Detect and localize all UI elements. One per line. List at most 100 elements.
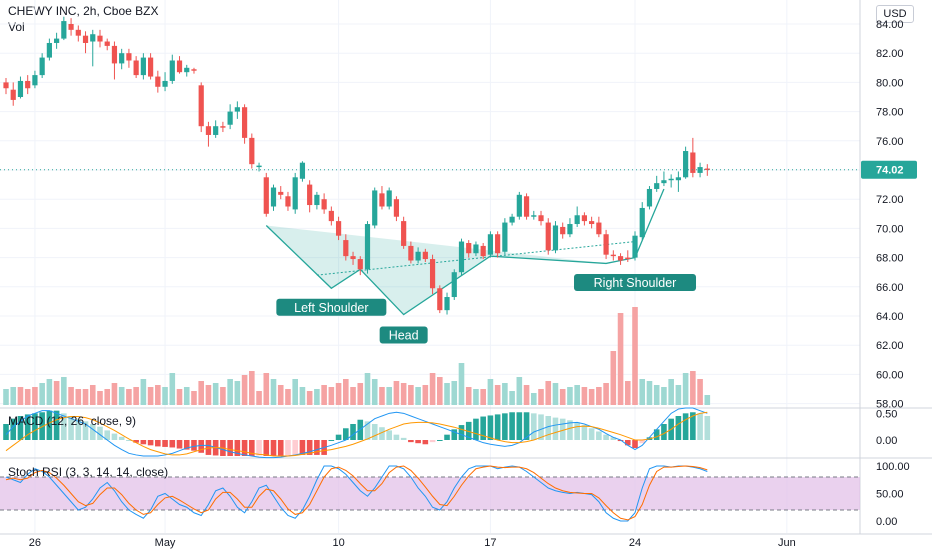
candle-body xyxy=(220,126,226,128)
last-price-label: 74.02 xyxy=(876,165,904,177)
candle-body xyxy=(589,221,595,225)
candle-body xyxy=(567,224,573,235)
volume-bar xyxy=(480,389,486,405)
candle-body xyxy=(54,38,60,43)
volume-bar xyxy=(545,381,552,405)
candle-body xyxy=(357,259,363,270)
candle-body xyxy=(458,241,465,273)
macd-histogram-bar xyxy=(697,413,703,440)
stoch-k-line xyxy=(5,465,708,522)
candle-body xyxy=(574,215,580,225)
stoch-label: Stoch RSI (3, 3, 14, 14, close) xyxy=(8,465,168,479)
macd-histogram-bar xyxy=(118,436,125,440)
candle-body xyxy=(234,107,240,112)
candle-body xyxy=(32,75,38,86)
macd-histogram-bar xyxy=(162,440,168,447)
volume-bar xyxy=(473,389,479,405)
time-tick-label: 26 xyxy=(29,537,41,549)
macd-histogram-bar xyxy=(444,434,450,440)
volume-bar xyxy=(306,391,313,405)
volume-bar xyxy=(603,383,609,405)
candle-body xyxy=(176,60,183,73)
macd-histogram-bar xyxy=(523,412,530,440)
candle-body xyxy=(205,126,212,135)
volume-bar xyxy=(379,387,385,405)
candle-body xyxy=(335,221,342,236)
volume-bar xyxy=(538,389,544,405)
candle-body xyxy=(646,188,653,207)
candle-body xyxy=(241,107,248,138)
candle-body xyxy=(509,216,515,223)
candle-body xyxy=(299,162,306,179)
macd-histogram-bar xyxy=(89,424,96,440)
price-tick-label: 76.00 xyxy=(876,136,904,148)
volume-bar xyxy=(494,385,501,405)
volume-bar xyxy=(617,313,624,405)
macd-histogram-bar xyxy=(335,434,342,440)
macd-histogram-bar xyxy=(400,437,407,440)
volume-bar xyxy=(371,379,378,405)
macd-histogram-bar xyxy=(451,429,458,440)
price-tick-label: 70.00 xyxy=(876,223,904,235)
volume-bar xyxy=(675,385,682,405)
volume-bar xyxy=(118,387,125,405)
candle-body xyxy=(285,196,291,207)
candle-body xyxy=(480,245,486,257)
candle-body xyxy=(213,126,219,135)
macd-histogram-bar xyxy=(270,440,277,456)
macd-histogram-bar xyxy=(299,440,306,455)
pattern-fill xyxy=(266,225,607,315)
volume-bar xyxy=(292,379,298,405)
volume-bar xyxy=(668,379,674,405)
macd-histogram-bar xyxy=(567,420,573,440)
macd-histogram-bar xyxy=(343,428,349,440)
volume-bar xyxy=(17,387,24,405)
volume-bar xyxy=(328,387,335,405)
volume-bar xyxy=(256,391,262,405)
macd-histogram-bar xyxy=(509,412,515,440)
candle-body xyxy=(198,85,204,127)
candle-body xyxy=(68,24,74,30)
volume-bar xyxy=(39,383,45,405)
price-tick-label: 64.00 xyxy=(876,311,904,323)
candle-body xyxy=(415,251,421,261)
volume-bar xyxy=(176,389,183,405)
volume-bar xyxy=(415,387,421,405)
macd-histogram-bar xyxy=(3,424,9,440)
candle-body xyxy=(545,222,551,251)
chart-title: CHEWY INC, 2h, Cboe BZX xyxy=(8,4,159,18)
candle-body xyxy=(422,251,428,260)
volume-bar xyxy=(350,387,356,405)
macd-histogram-bar xyxy=(545,416,552,440)
candle-body xyxy=(429,259,436,289)
price-tick-label: 62.00 xyxy=(876,340,904,352)
candle-body xyxy=(552,225,559,251)
volume-bar xyxy=(697,379,703,405)
volume-bar xyxy=(596,387,602,405)
price-tick-label: 80.00 xyxy=(876,77,904,89)
currency-button[interactable]: USD xyxy=(876,5,914,23)
macd-histogram-bar xyxy=(32,413,38,440)
volume-bar xyxy=(646,381,653,405)
candle-body xyxy=(140,57,146,76)
volume-bar xyxy=(639,379,646,405)
macd-histogram-bar xyxy=(581,425,588,440)
candle-body xyxy=(487,234,494,255)
macd-histogram-bar xyxy=(183,440,190,450)
macd-histogram-bar xyxy=(596,431,602,440)
candle-body xyxy=(75,29,81,36)
macd-histogram-bar xyxy=(393,434,400,440)
volume-bar xyxy=(567,387,573,405)
volume-bar xyxy=(126,389,132,405)
macd-histogram-bar xyxy=(653,429,660,440)
candle-body xyxy=(39,57,45,76)
price-tick-label: 68.00 xyxy=(876,253,904,265)
macd-histogram-bar xyxy=(364,421,371,440)
macd-histogram-bar xyxy=(10,418,17,440)
volume-bar xyxy=(212,383,219,405)
macd-histogram-bar xyxy=(538,414,544,440)
volume-bar xyxy=(191,391,197,405)
volume-bar xyxy=(509,391,515,405)
candle-body xyxy=(25,80,31,89)
